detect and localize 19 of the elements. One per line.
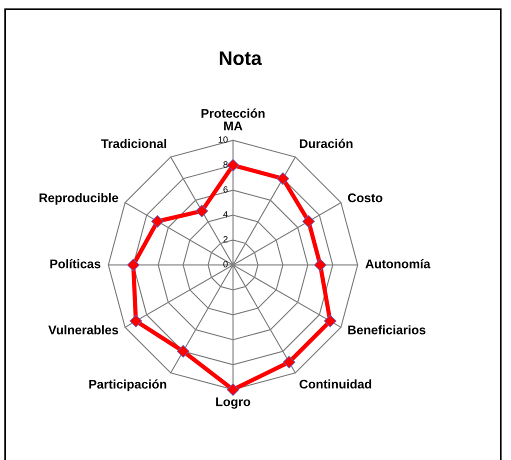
spoke-label: Políticas (50, 259, 100, 268)
spoke-label: Beneficiarios (348, 325, 426, 334)
spoke-label: Tradicional (101, 138, 166, 148)
y-tick-label: 4 (223, 211, 228, 218)
spoke-label: Costo (348, 193, 382, 202)
y-tick-label: 10 (218, 136, 228, 143)
spoke-label: Protección MA (202, 108, 265, 130)
spoke-label: Continuidad (300, 379, 372, 389)
y-tick-label: 0 (223, 260, 228, 268)
y-tick-label: 2 (223, 236, 228, 242)
spoke-label: Vulnerables (48, 325, 118, 334)
chart-title: Nota (220, 51, 262, 66)
y-tick-label: 8 (223, 161, 228, 168)
y-tick-label: 6 (223, 186, 228, 193)
spoke-label: Participación (89, 379, 166, 392)
spoke-label: Autonomía (365, 259, 430, 268)
spoke-label: Duración (300, 138, 352, 148)
spoke-label: Reproducible (40, 193, 118, 205)
spoke-label: Logro (216, 397, 250, 409)
